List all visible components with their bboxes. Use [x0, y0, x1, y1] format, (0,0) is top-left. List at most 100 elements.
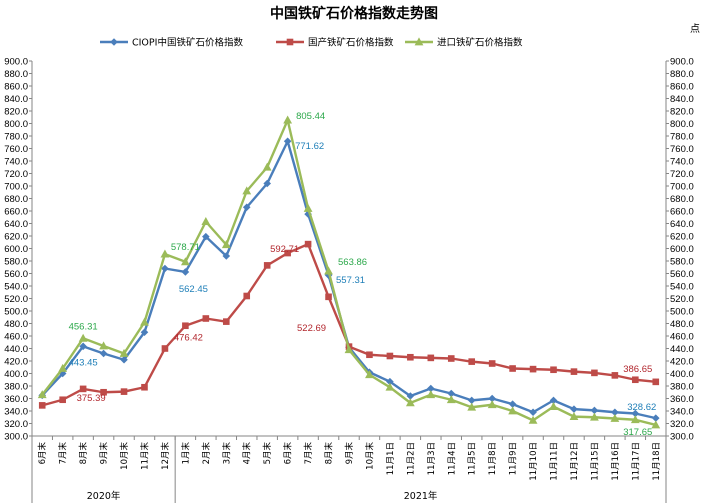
- data-label: 375.39: [77, 393, 106, 404]
- data-point-square: [468, 358, 476, 365]
- y-tick-label-left: 700.0: [4, 181, 28, 192]
- x-tick-label: 11月3日: [427, 442, 437, 475]
- data-point-diamond: [447, 389, 456, 398]
- data-point-triangle: [324, 266, 333, 275]
- data-point-square: [243, 292, 251, 300]
- data-point-diamond: [529, 408, 537, 417]
- y-tick-label-left: 860.0: [4, 81, 28, 92]
- x-tick-label: 10月末: [119, 442, 130, 470]
- data-point-diamond: [651, 414, 660, 422]
- y-tick-label-left: 420.0: [4, 356, 28, 367]
- x-tick-label: 4月末: [242, 442, 253, 465]
- data-point-triangle: [160, 249, 170, 258]
- data-point-diamond: [467, 396, 476, 405]
- x-tick-label: 11月18日: [652, 442, 662, 481]
- data-point-triangle: [283, 115, 293, 124]
- data-point-square: [632, 376, 639, 384]
- x-tick-label: 5月末: [262, 442, 273, 465]
- y-tick-label-right: 480.0: [670, 319, 694, 330]
- y-tick-label-right: 900.0: [670, 56, 694, 67]
- y-tick-label-right: 780.0: [670, 131, 694, 142]
- y-tick-label-right: 320.0: [670, 419, 694, 430]
- y-tick-label-right: 300.0: [670, 431, 694, 442]
- data-label: 771.62: [295, 141, 324, 152]
- data-point-triangle: [119, 348, 129, 357]
- data-point-diamond: [222, 252, 231, 260]
- data-point-triangle: [467, 402, 477, 411]
- data-point-triangle: [569, 412, 579, 421]
- y-tick-label-left: 820.0: [4, 106, 28, 117]
- data-point-square: [79, 385, 87, 393]
- series-0: [38, 137, 660, 422]
- y-tick-label-right: 380.0: [670, 381, 694, 392]
- x-group-label: 2021年: [404, 490, 438, 502]
- data-point-square: [447, 355, 455, 362]
- y-tick-label-right: 420.0: [670, 356, 694, 367]
- y-tick-label-right: 880.0: [670, 69, 694, 80]
- data-point-diamond: [549, 396, 558, 405]
- data-point-diamond: [590, 406, 599, 415]
- data-point-square: [652, 378, 660, 386]
- x-tick-label: 11月15日: [590, 442, 600, 481]
- y-tick-label-right: 540.0: [670, 281, 694, 292]
- data-point-triangle: [414, 37, 424, 46]
- data-label: 562.45: [179, 284, 208, 295]
- y-tick-label-left: 680.0: [4, 194, 28, 205]
- data-point-triangle: [610, 413, 620, 422]
- x-tick-label: 11月1日: [386, 442, 396, 475]
- data-label: 476.42: [174, 333, 203, 344]
- y-tick-label-left: 780.0: [4, 131, 28, 142]
- x-tick-label: 3月末: [221, 442, 232, 465]
- data-point-triangle: [99, 341, 108, 350]
- data-point-triangle: [651, 420, 661, 429]
- x-tick-label: 11月4日: [447, 442, 457, 475]
- y-tick-label-left: 580.0: [4, 256, 28, 267]
- x-tick-label: 9月末: [344, 442, 355, 465]
- data-point-triangle: [262, 162, 272, 171]
- data-point-square: [222, 318, 230, 325]
- data-point-triangle: [549, 402, 558, 411]
- data-point-triangle: [508, 406, 518, 415]
- data-point-diamond: [427, 384, 435, 393]
- data-label: 563.86: [338, 257, 367, 268]
- data-point-square: [100, 388, 107, 396]
- y-tick-label-right: 660.0: [670, 206, 694, 217]
- y-tick-label-left: 600.0: [4, 244, 28, 255]
- data-point-square: [304, 240, 312, 248]
- y-tick-label-left: 900.0: [4, 56, 28, 67]
- x-tick-label: 11月2日: [406, 442, 416, 475]
- data-point-diamond: [386, 377, 394, 386]
- data-point-diamond: [110, 38, 118, 46]
- y-tick-label-left: 760.0: [4, 144, 28, 155]
- y-tick-label-right: 560.0: [670, 269, 694, 280]
- x-tick-label: 11月11日: [550, 442, 560, 481]
- data-point-diamond: [79, 342, 87, 351]
- x-tick-label: 8月末: [324, 442, 335, 465]
- y-tick-label-right: 340.0: [670, 406, 694, 417]
- y-tick-label-left: 500.0: [4, 306, 28, 317]
- x-tick-label: 7月末: [303, 442, 314, 465]
- data-point-diamond: [242, 203, 251, 212]
- y-tick-label-left: 380.0: [4, 381, 28, 392]
- y-tick-label-left: 740.0: [4, 156, 28, 167]
- y-tick-label-left: 360.0: [4, 394, 28, 405]
- data-point-diamond: [181, 268, 190, 276]
- data-label: 522.69: [297, 323, 326, 334]
- data-label: 386.65: [623, 364, 652, 375]
- y-tick-label-left: 620.0: [4, 231, 28, 242]
- data-point-square: [550, 366, 557, 374]
- y-tick-label-left: 520.0: [4, 294, 28, 305]
- data-point-triangle: [78, 333, 88, 342]
- y-tick-label-right: 800.0: [670, 119, 694, 130]
- y-tick-label-left: 340.0: [4, 406, 28, 417]
- y-tick-label-right: 840.0: [670, 94, 694, 105]
- data-point-diamond: [99, 349, 108, 358]
- y-tick-label-left: 440.0: [4, 344, 28, 355]
- data-label: 578.71: [171, 242, 200, 253]
- data-point-square: [509, 365, 516, 372]
- series-layer: [37, 115, 661, 429]
- y-tick-label-right: 600.0: [670, 244, 694, 255]
- x-tick-label: 11月17日: [631, 442, 641, 481]
- data-point-diamond: [570, 405, 578, 413]
- data-point-diamond: [508, 400, 517, 408]
